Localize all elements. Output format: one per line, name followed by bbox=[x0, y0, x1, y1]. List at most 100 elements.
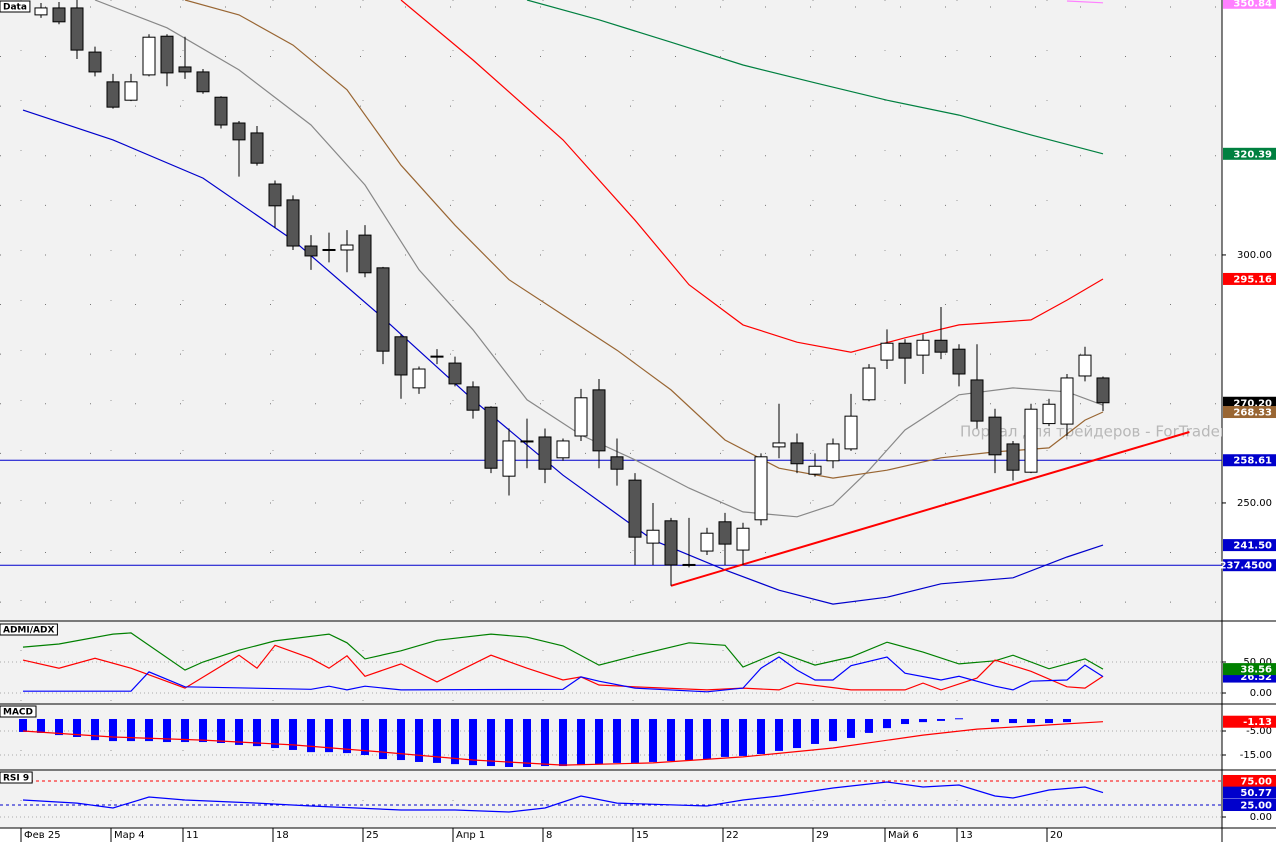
indicator-line bbox=[22, 644, 1104, 691]
candle-body bbox=[592, 389, 606, 452]
value-label: 237.4500 bbox=[1219, 561, 1272, 572]
candle-body bbox=[268, 183, 282, 207]
x-tick-label: 8 bbox=[546, 830, 552, 841]
histogram-bar bbox=[829, 718, 837, 742]
candle-body bbox=[880, 342, 894, 361]
histogram-bar bbox=[919, 718, 927, 723]
value-label-box bbox=[1223, 799, 1276, 812]
candle-body bbox=[556, 440, 570, 459]
candle-body bbox=[394, 336, 408, 376]
candle-body bbox=[664, 520, 678, 566]
value-label-box bbox=[1223, 663, 1276, 676]
candle-body bbox=[736, 527, 750, 551]
histogram-bar bbox=[235, 718, 243, 745]
histogram-bar bbox=[55, 718, 63, 736]
x-tick-label: 18 bbox=[276, 830, 289, 841]
y-tick-label: -5.00 bbox=[1246, 726, 1272, 737]
candle-body bbox=[808, 465, 822, 475]
value-label: 75.00 bbox=[1240, 776, 1272, 787]
value-label-box bbox=[1223, 559, 1276, 572]
histogram-bar bbox=[955, 718, 963, 720]
value-label: 38.56 bbox=[1240, 665, 1272, 676]
value-label: 25.00 bbox=[1240, 801, 1272, 812]
panel: Портал для трейдеров - ForTrader.ru bbox=[0, 0, 1222, 605]
value-label: 320.39 bbox=[1233, 149, 1272, 160]
x-tick-label: Фев 25 bbox=[24, 830, 61, 841]
x-tick-label: Мар 4 bbox=[114, 830, 145, 841]
histogram-bar bbox=[505, 718, 513, 768]
histogram-bar bbox=[739, 718, 747, 756]
value-label: 241.50 bbox=[1233, 541, 1272, 552]
panel-title-box bbox=[0, 623, 58, 636]
candle-body bbox=[520, 440, 534, 443]
candle-body bbox=[1060, 377, 1074, 425]
candle-body bbox=[376, 267, 390, 352]
x-tick-label: Апр 1 bbox=[456, 830, 485, 841]
histogram-bar bbox=[163, 718, 171, 743]
histogram-bar bbox=[37, 718, 45, 733]
value-label-box bbox=[1223, 539, 1276, 552]
histogram-bar bbox=[397, 718, 405, 761]
axis-background bbox=[1222, 0, 1276, 842]
histogram-bar bbox=[595, 718, 603, 765]
indicator-line bbox=[526, 0, 1104, 155]
histogram-bar bbox=[91, 718, 99, 741]
candle-body bbox=[1006, 443, 1020, 471]
value-label: 295.16 bbox=[1233, 274, 1272, 285]
indicator-line bbox=[400, 0, 1104, 353]
candle-body bbox=[250, 132, 264, 164]
candle-body bbox=[1042, 403, 1056, 425]
indicator-line bbox=[23, 656, 1104, 693]
candle-body bbox=[916, 339, 930, 356]
value-label: 270.20 bbox=[1233, 398, 1272, 409]
candle-body bbox=[970, 379, 984, 422]
y-tick-label: 0.00 bbox=[1250, 688, 1272, 699]
candle-body bbox=[340, 244, 354, 251]
candle-body bbox=[124, 81, 138, 101]
histogram-bar bbox=[703, 718, 711, 760]
value-label-box bbox=[1223, 786, 1276, 799]
value-label-box bbox=[1223, 147, 1276, 160]
candle-body bbox=[52, 7, 66, 23]
y-tick-label: -15.00 bbox=[1240, 750, 1272, 761]
candle-body bbox=[196, 71, 210, 93]
panel-title: RSI 9 bbox=[3, 774, 29, 784]
x-tick-label: 13 bbox=[960, 830, 973, 841]
candle-body bbox=[1024, 408, 1038, 473]
x-tick-label: 15 bbox=[636, 830, 649, 841]
candle-body bbox=[322, 248, 336, 251]
value-label-box bbox=[1223, 774, 1276, 787]
panel-title: ADMI/ADX bbox=[3, 626, 54, 636]
candle-body bbox=[754, 456, 768, 521]
histogram-bar bbox=[199, 718, 207, 743]
histogram-bar bbox=[343, 718, 351, 754]
y-tick-label: 300.00 bbox=[1237, 250, 1272, 261]
histogram-bar bbox=[775, 718, 783, 751]
histogram-bar bbox=[307, 718, 315, 753]
x-tick-label: 11 bbox=[186, 830, 199, 841]
candle-body bbox=[502, 440, 516, 477]
value-label: 50.77 bbox=[1240, 788, 1272, 799]
histogram-bar bbox=[865, 718, 873, 733]
histogram-bar bbox=[631, 718, 639, 763]
y-tick-label: 250.00 bbox=[1237, 498, 1272, 509]
value-label-box bbox=[1223, 272, 1276, 285]
histogram-bar bbox=[109, 718, 117, 742]
candle-body bbox=[862, 367, 876, 401]
panel bbox=[0, 780, 1222, 818]
indicator-line bbox=[94, 0, 1104, 518]
candle-body bbox=[700, 532, 714, 552]
value-label: 268.33 bbox=[1233, 408, 1272, 419]
candle-body bbox=[538, 436, 552, 470]
candle-body bbox=[790, 442, 804, 465]
histogram-bar bbox=[415, 718, 423, 762]
candle-body bbox=[160, 35, 174, 74]
x-tick-label: 22 bbox=[726, 830, 739, 841]
candle-body bbox=[646, 529, 660, 544]
indicator-line bbox=[1066, 0, 1104, 4]
candle-body bbox=[412, 368, 426, 389]
histogram-bar bbox=[1045, 718, 1053, 724]
histogram-bar bbox=[181, 718, 189, 743]
candle-body bbox=[772, 442, 786, 448]
